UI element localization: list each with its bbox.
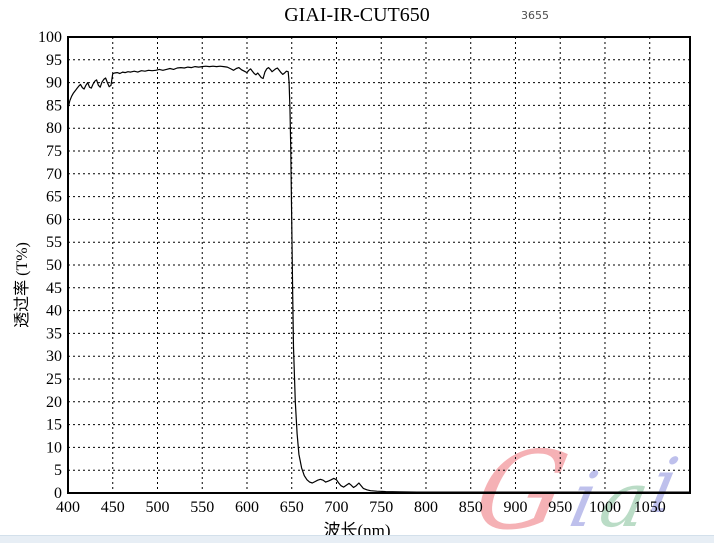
y-tick-label: 95	[46, 52, 62, 69]
y-tick-label: 45	[46, 280, 62, 297]
x-tick-label: 700	[324, 499, 348, 516]
x-tick-label: 550	[190, 499, 214, 516]
x-tick-label: 950	[548, 499, 572, 516]
x-tick-label: 450	[101, 499, 125, 516]
y-tick-label: 30	[46, 348, 62, 365]
transmission-curve	[67, 65, 690, 493]
x-tick-label: 850	[459, 499, 483, 516]
x-tick-label: 650	[280, 499, 304, 516]
y-tick-label: 10	[46, 439, 62, 456]
y-tick-label: 80	[46, 120, 62, 137]
x-tick-label: 1050	[634, 499, 666, 516]
bottom-strip	[0, 535, 714, 543]
y-tick-label: 65	[46, 189, 62, 206]
x-tick-label: 750	[369, 499, 393, 516]
x-tick-label: 400	[56, 499, 80, 516]
y-tick-label: 0	[54, 485, 62, 502]
y-tick-label: 15	[46, 417, 62, 434]
y-tick-label: 85	[46, 97, 62, 114]
y-tick-label: 5	[54, 462, 62, 479]
y-tick-label: 50	[46, 257, 62, 274]
y-tick-label: 75	[46, 143, 62, 160]
y-axis-title: 透过率 (T%)	[14, 242, 31, 328]
y-tick-label: 40	[46, 303, 62, 320]
x-tick-label: 800	[414, 499, 438, 516]
y-tick-label: 70	[46, 166, 62, 183]
tick-labels: 400 450 500 550 600 650 700 750 800 850 900 950 1000…	[38, 29, 666, 516]
y-tick-label: 55	[46, 234, 62, 251]
y-tick-label: 20	[46, 394, 62, 411]
chart-code-label: 3655	[521, 9, 549, 22]
y-tick-label: 60	[46, 211, 62, 228]
x-tick-label: 1000	[589, 499, 621, 516]
chart-title: GIAI-IR-CUT650	[284, 4, 430, 26]
y-tick-label: 100	[38, 29, 62, 46]
x-tick-label: 500	[145, 499, 169, 516]
gridlines	[68, 37, 690, 493]
x-tick-label: 900	[503, 499, 527, 516]
plot-border	[67, 36, 691, 494]
y-tick-label: 25	[46, 371, 62, 388]
y-tick-label: 35	[46, 325, 62, 342]
x-tick-label: 600	[235, 499, 259, 516]
y-tick-label: 90	[46, 75, 62, 92]
